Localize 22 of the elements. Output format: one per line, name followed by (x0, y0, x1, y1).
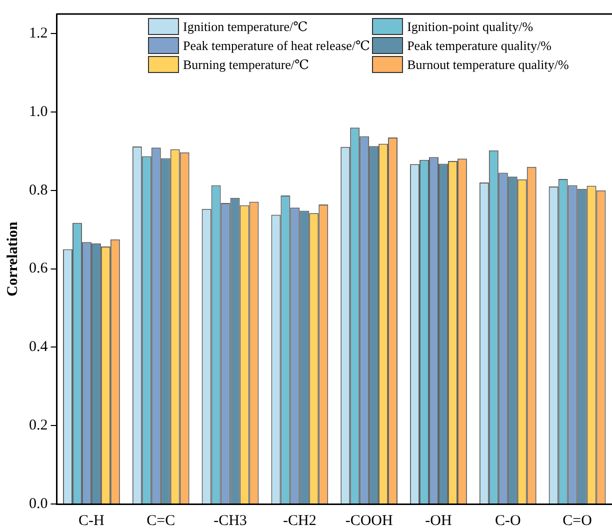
y-tick-label: 1.0 (29, 104, 48, 120)
x-tick-label: -CH2 (283, 512, 316, 529)
legend-label: Peak temperature quality/% (407, 37, 552, 54)
legend-label: Peak temperature of heat release/℃ (183, 37, 370, 54)
y-axis-title: Correlation (4, 220, 21, 296)
y-tick-label: 0.6 (29, 260, 48, 277)
x-tick-label: C=C (146, 512, 176, 529)
legend-label: Burning temperature/℃ (183, 56, 310, 73)
x-tick-label: -COOH (345, 512, 393, 529)
legend-label: Burnout temperature quality/% (407, 56, 569, 73)
x-tick-label: C-O (494, 512, 521, 529)
y-tick-label: 0.8 (29, 182, 48, 198)
y-tick-label: 0.4 (29, 339, 48, 356)
legend-label: Ignition-point quality/% (407, 18, 534, 35)
x-tick-label: -OH (425, 512, 452, 529)
y-tick-label: 0.0 (29, 496, 48, 512)
x-tick-label: -CH3 (214, 512, 247, 529)
x-tick-label: C=O (562, 512, 592, 529)
x-tick-label: C-H (78, 512, 105, 529)
legend-label: Ignition temperature/℃ (183, 18, 308, 35)
y-tick-label: 1.2 (29, 26, 48, 42)
y-tick-label: 0.2 (29, 418, 48, 434)
